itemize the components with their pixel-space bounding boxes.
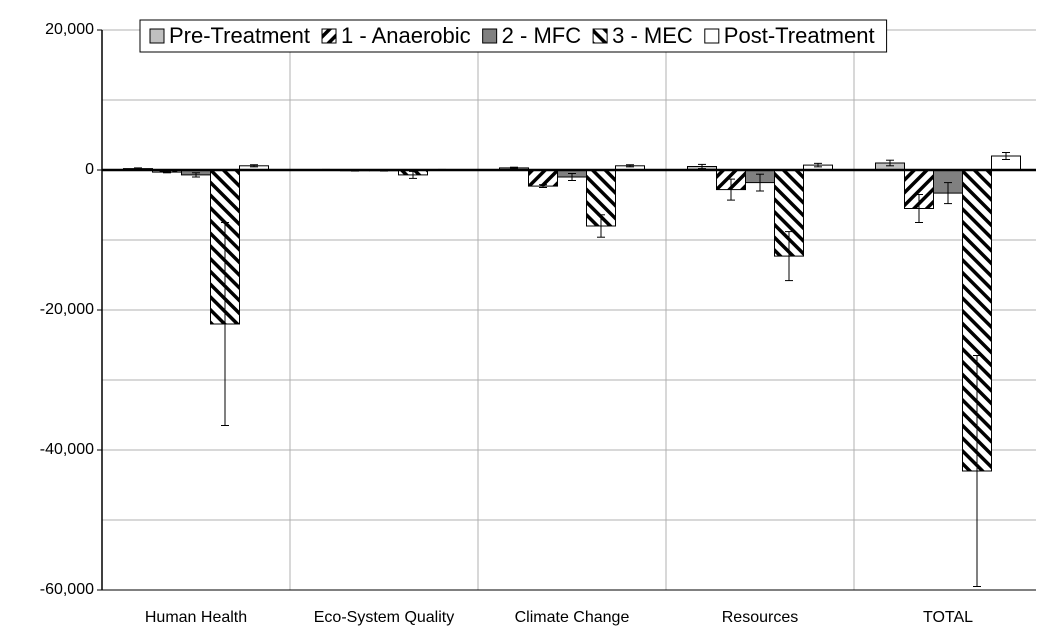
legend-label: 3 - MEC: [612, 23, 693, 48]
error-bar: [510, 166, 518, 170]
error-bar: [539, 184, 547, 188]
legend-swatch: [592, 28, 608, 44]
legend-swatch: [482, 28, 498, 44]
error-bar: [597, 214, 605, 238]
error-bar: [250, 164, 258, 168]
y-tick-label: 20,000: [45, 21, 94, 38]
error-bar: [221, 222, 229, 426]
error-bar: [814, 162, 822, 168]
error-bar: [785, 231, 793, 282]
y-tick-label: -40,000: [40, 441, 94, 458]
legend-box: [139, 19, 888, 53]
error-bar: [756, 173, 764, 192]
error-bar: [944, 182, 952, 205]
x-tick-label: TOTAL: [923, 609, 973, 626]
x-tick-label: Resources: [722, 609, 798, 626]
y-tick-label: 0: [85, 161, 94, 178]
error-bar: [727, 178, 735, 201]
legend-swatch: [321, 28, 337, 44]
error-bar: [626, 164, 634, 168]
y-tick-label: -20,000: [40, 301, 94, 318]
error-bar: [192, 172, 200, 178]
error-bar: [409, 170, 417, 179]
error-bar: [698, 163, 706, 170]
error-bar: [568, 173, 576, 181]
error-bar: [163, 170, 171, 174]
x-tick-label: Human Health: [145, 609, 247, 626]
legend-label: Pre-Treatment: [169, 23, 310, 48]
x-tick-label: Eco-System Quality: [314, 609, 454, 626]
bar: [528, 169, 558, 187]
error-bar: [886, 159, 894, 167]
y-tick-label: -60,000: [40, 581, 94, 598]
legend-swatch: [149, 28, 165, 44]
error-bar: [973, 355, 981, 587]
legend-label: 2 - MFC: [502, 23, 582, 48]
error-bar: [915, 194, 923, 223]
legend-label: 1 - Anaerobic: [341, 23, 471, 48]
legend-label: Post-Treatment: [724, 23, 875, 48]
x-tick-label: Climate Change: [515, 609, 630, 626]
legend-swatch: [704, 28, 720, 44]
error-bar: [1002, 152, 1010, 160]
